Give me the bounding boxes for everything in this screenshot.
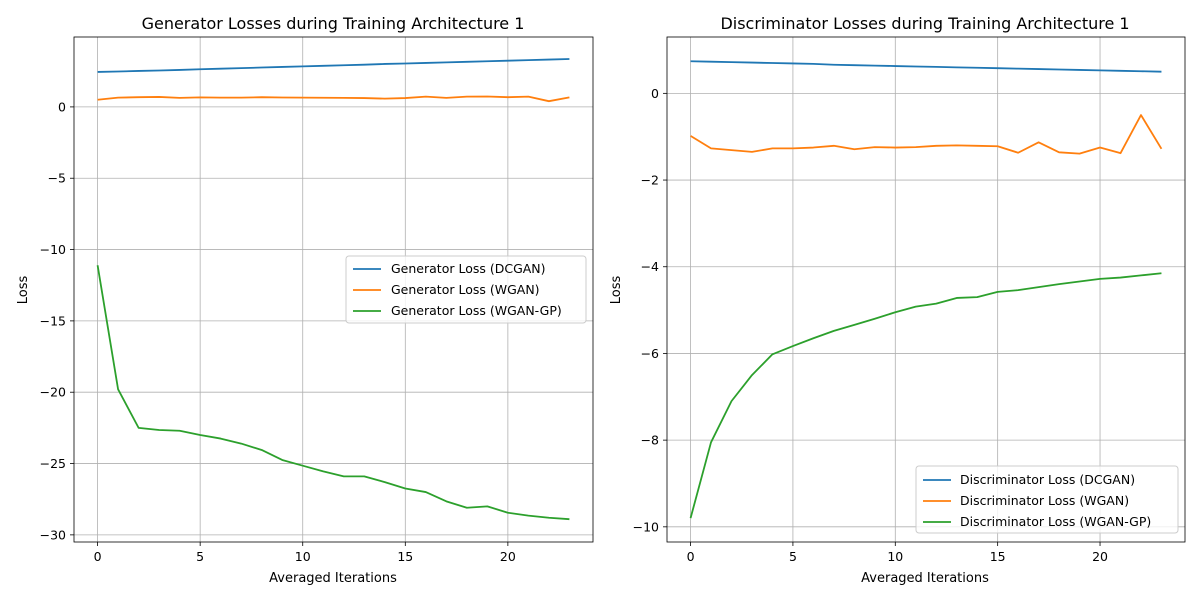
- x-axis-label: Averaged Iterations: [861, 571, 989, 586]
- x-tick-label: 15: [990, 549, 1006, 564]
- legend-label-wgan-gp: Discriminator Loss (WGAN-GP): [960, 514, 1151, 529]
- y-tick-label: −10: [633, 519, 659, 534]
- x-tick-label: 0: [94, 549, 102, 564]
- series-line-generator-loss-dcgan: [97, 58, 570, 73]
- legend-label-dcgan: Discriminator Loss (DCGAN): [960, 472, 1135, 487]
- x-tick-label: 15: [397, 549, 413, 564]
- legend-label-dcgan: Generator Loss (DCGAN): [391, 261, 546, 276]
- legend-frame: [345, 255, 587, 324]
- y-tick-label: 0: [58, 99, 66, 114]
- x-tick-label: 20: [1092, 549, 1108, 564]
- y-tick-label: −6: [641, 346, 659, 361]
- x-tick-label: 10: [887, 549, 903, 564]
- legend-label-wgan: Generator Loss (WGAN): [391, 282, 540, 297]
- y-tick-label: −4: [641, 259, 659, 274]
- y-axis-label: Loss: [16, 276, 31, 305]
- x-tick-label: 20: [500, 549, 516, 564]
- chart-title: Generator Losses during Training Archite…: [142, 14, 525, 33]
- y-tick-label: −10: [40, 242, 66, 257]
- series-line-discriminator-loss-wgan: [690, 114, 1163, 155]
- discriminator-loss-chart: Discriminator Losses during Training Arc…: [609, 14, 1186, 586]
- y-tick-label: −8: [641, 433, 659, 448]
- series-line-generator-loss-wgan-gp: [96, 265, 570, 521]
- y-tick-label: −20: [40, 385, 66, 400]
- y-tick-label: −15: [40, 313, 66, 328]
- legend-label-wgan: Discriminator Loss (WGAN): [960, 493, 1129, 508]
- y-tick-label: −25: [40, 456, 66, 471]
- x-tick-label: 0: [687, 549, 695, 564]
- plot-frame: [73, 36, 594, 543]
- chart-title: Discriminator Losses during Training Arc…: [720, 14, 1129, 33]
- generator-loss-chart: Generator Losses during Training Archite…: [16, 14, 594, 586]
- x-tick-label: 5: [789, 549, 797, 564]
- x-tick-label: 10: [295, 549, 311, 564]
- y-axis-label: Loss: [609, 276, 624, 305]
- series-line-discriminator-loss-dcgan: [690, 60, 1162, 73]
- series-line-generator-loss-wgan: [97, 95, 570, 103]
- plot-frame: [666, 36, 1186, 543]
- x-axis-label: Averaged Iterations: [269, 571, 397, 586]
- y-tick-label: −30: [40, 527, 66, 542]
- y-tick-label: −2: [641, 173, 659, 188]
- legend-frame: [915, 465, 1179, 534]
- legend: Generator Loss (DCGAN) Generator Loss (W…: [345, 255, 587, 324]
- y-tick-label: 0: [651, 86, 659, 101]
- legend-label-wgan-gp: Generator Loss (WGAN-GP): [391, 303, 562, 318]
- legend: Discriminator Loss (DCGAN) Discriminator…: [915, 465, 1179, 534]
- series-line-discriminator-loss-wgan-gp: [689, 272, 1162, 519]
- x-tick-label: 5: [196, 549, 204, 564]
- y-tick-label: −5: [48, 171, 66, 186]
